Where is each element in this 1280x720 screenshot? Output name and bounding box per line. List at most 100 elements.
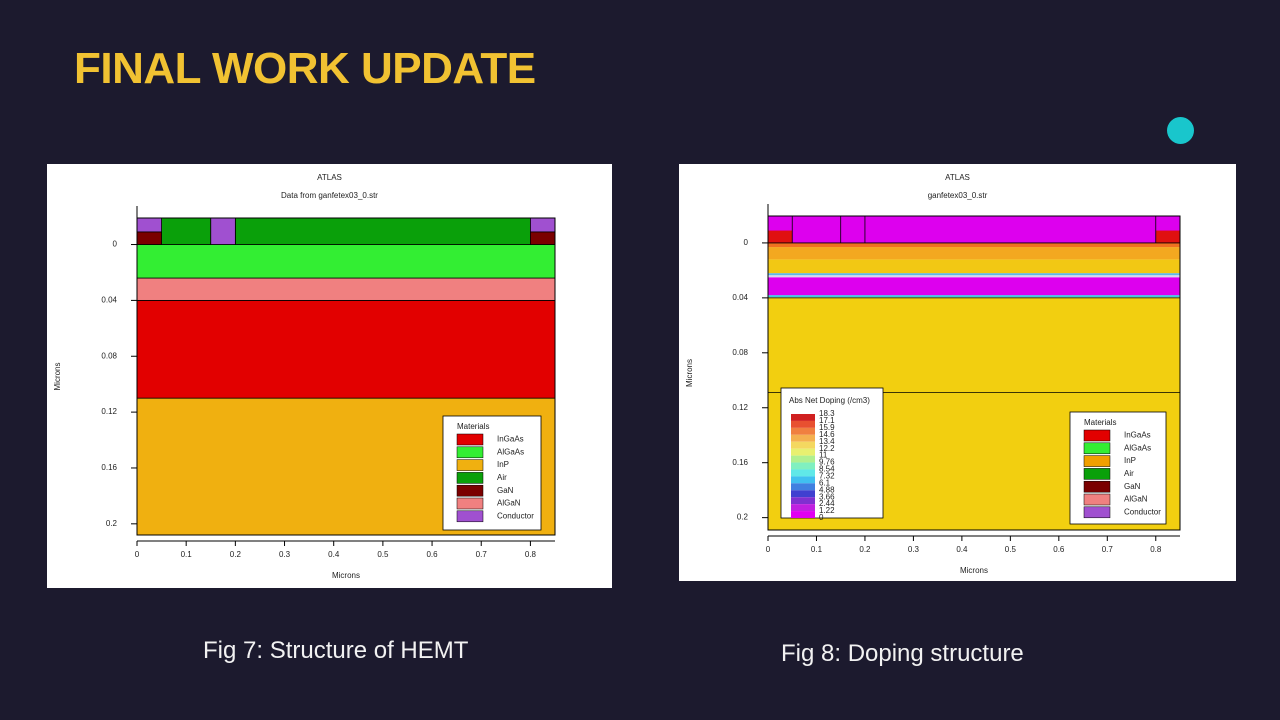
colorbar-tick-label: 12.2 bbox=[819, 444, 835, 453]
x-tick-label: 0.2 bbox=[230, 550, 242, 559]
legend-swatch bbox=[1083, 442, 1111, 455]
legend-label: AlGaAs bbox=[1124, 443, 1151, 452]
colorbar-swatch bbox=[791, 511, 815, 518]
region bbox=[768, 277, 1180, 296]
region bbox=[768, 216, 1180, 243]
region bbox=[768, 273, 1180, 276]
legend-swatch bbox=[1083, 480, 1111, 493]
x-tick-label: 0.5 bbox=[1005, 545, 1017, 554]
caption: Fig 7: Structure of HEMT bbox=[203, 637, 469, 664]
legend-swatch bbox=[456, 510, 484, 523]
colorbar-tick-label: 6.1 bbox=[819, 478, 831, 487]
colorbar-tick-label: 8.54 bbox=[819, 465, 835, 474]
region bbox=[161, 217, 212, 245]
legend-label: Air bbox=[1124, 469, 1134, 478]
chart: ATLAS ganfetex03_0.str 0 0.1 0.2 0.3 0.4 0.5 0.6… bbox=[679, 164, 1236, 581]
region bbox=[530, 217, 556, 233]
colorbar-title: Abs Net Doping (/cm3) bbox=[789, 396, 870, 405]
x-tick-label: 0.5 bbox=[377, 550, 389, 559]
region bbox=[768, 230, 793, 243]
x-axis-label: Microns bbox=[332, 571, 360, 580]
x-tick-label: 0.3 bbox=[279, 550, 291, 559]
chart-subtitle: Data from ganfetex03_0.str bbox=[281, 191, 378, 200]
legend-title: Materials bbox=[457, 422, 489, 431]
colorbar-swatch bbox=[791, 504, 815, 512]
region bbox=[530, 231, 556, 245]
colorbar-swatch bbox=[791, 434, 815, 442]
colorbar-swatch bbox=[791, 441, 815, 449]
chart-title: ATLAS bbox=[945, 173, 970, 182]
legend-label: AlGaN bbox=[1124, 495, 1148, 504]
y-tick-label: 0.04 bbox=[732, 293, 748, 302]
colorbar-swatch bbox=[791, 427, 815, 435]
y-tick-label: 0.16 bbox=[101, 463, 117, 472]
colorbar-swatch bbox=[791, 497, 815, 505]
y-axis-label: Microns bbox=[53, 362, 62, 390]
x-tick-label: 0.7 bbox=[1102, 545, 1114, 554]
y-axis-label: Microns bbox=[685, 359, 694, 387]
y-tick-label: 0.08 bbox=[101, 351, 117, 360]
x-tick-label: 0.1 bbox=[181, 550, 193, 559]
chart-subtitle: ganfetex03_0.str bbox=[928, 191, 988, 200]
legend-label: InP bbox=[497, 460, 509, 469]
x-tick-label: 0.2 bbox=[859, 545, 871, 554]
legend-swatch bbox=[456, 446, 484, 459]
colorbar-tick-label: 13.4 bbox=[819, 437, 835, 446]
region bbox=[768, 247, 1180, 260]
legend-label: InP bbox=[1124, 456, 1136, 465]
colorbar-tick-label: 14.6 bbox=[819, 430, 835, 439]
colorbar-tick-label: 7.32 bbox=[819, 472, 835, 481]
x-tick-label: 0.4 bbox=[956, 545, 968, 554]
legend-swatch bbox=[456, 497, 484, 510]
x-tick-label: 0 bbox=[135, 550, 140, 559]
x-axis-label: Microns bbox=[960, 566, 988, 575]
legend-label: GaN bbox=[497, 486, 514, 495]
legend-swatch bbox=[456, 433, 484, 446]
y-tick-label: 0.08 bbox=[732, 348, 748, 357]
decor-dot bbox=[1167, 117, 1194, 144]
y-tick-label: 0.04 bbox=[101, 296, 117, 305]
x-tick-label: 0.8 bbox=[1150, 545, 1162, 554]
chart: ATLAS Data from ganfetex03_0.str 0 0.1 0.2 0.… bbox=[47, 164, 612, 588]
legend-label: Conductor bbox=[497, 511, 534, 520]
y-tick-label: 0.12 bbox=[101, 407, 117, 416]
y-tick-label: 0.16 bbox=[732, 458, 748, 467]
legend-label: InGaAs bbox=[497, 435, 524, 444]
colorbar-swatch bbox=[791, 476, 815, 484]
region bbox=[136, 231, 162, 245]
y-tick-label: 0.2 bbox=[737, 513, 749, 522]
region bbox=[136, 217, 162, 233]
colorbar-swatch bbox=[791, 448, 815, 456]
x-tick-label: 0 bbox=[766, 545, 771, 554]
region bbox=[136, 244, 556, 279]
region bbox=[768, 275, 1180, 278]
legend-swatch bbox=[1083, 468, 1111, 480]
x-tick-label: 0.1 bbox=[811, 545, 823, 554]
x-tick-label: 0.3 bbox=[908, 545, 920, 554]
x-tick-label: 0.6 bbox=[426, 550, 438, 559]
x-tick-label: 0.4 bbox=[328, 550, 340, 559]
colorbar-swatch bbox=[791, 414, 815, 421]
region bbox=[234, 217, 531, 245]
legend-swatch bbox=[1083, 455, 1111, 467]
legend-label: Air bbox=[497, 473, 507, 482]
region bbox=[1155, 230, 1180, 243]
legend-swatch bbox=[1083, 429, 1111, 442]
legend-label: GaN bbox=[1124, 482, 1141, 491]
y-tick-label: 0.12 bbox=[732, 403, 748, 412]
legend-swatch bbox=[1083, 493, 1111, 506]
x-tick-label: 0.7 bbox=[476, 550, 488, 559]
colorbar-swatch bbox=[791, 455, 815, 463]
legend-swatch bbox=[456, 484, 484, 497]
slide-title: FINAL WORK UPDATE bbox=[74, 44, 536, 93]
region bbox=[768, 259, 1180, 274]
colorbar-tick-label: 1.22 bbox=[819, 506, 835, 515]
colorbar-tick-label: 9.76 bbox=[819, 458, 835, 467]
region bbox=[136, 277, 556, 301]
colorbar-swatch bbox=[791, 483, 815, 491]
legend-swatch bbox=[456, 459, 484, 471]
y-tick-label: 0.2 bbox=[106, 519, 118, 528]
legend-title: Materials bbox=[1084, 418, 1116, 427]
legend-label: Conductor bbox=[1124, 507, 1161, 516]
